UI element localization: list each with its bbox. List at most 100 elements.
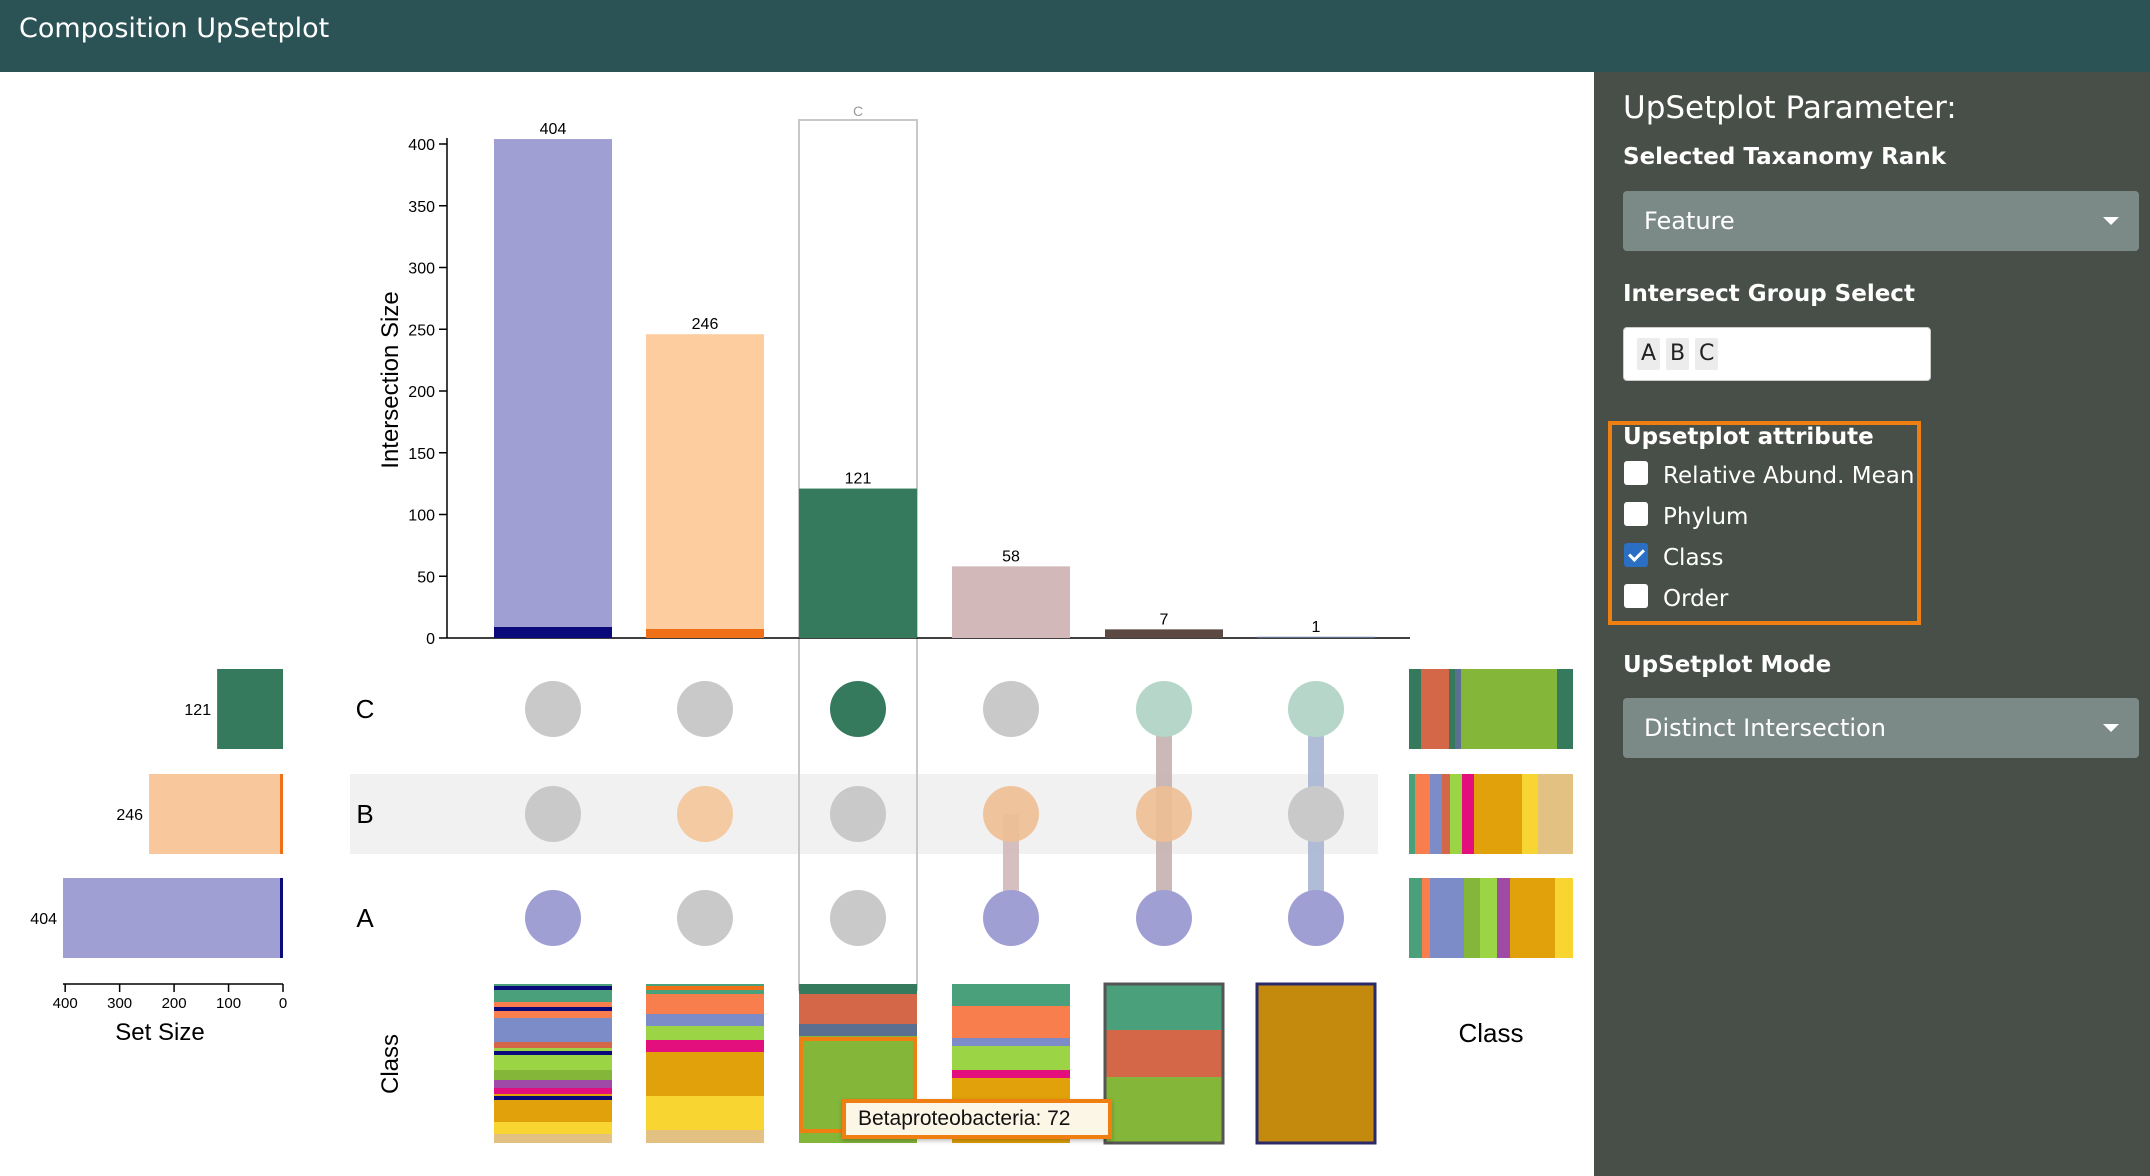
intersection-bar [952,566,1070,638]
group-tag-b[interactable]: B [1666,338,1690,370]
class-selection-line [494,1051,612,1055]
intersection-bar [799,488,917,638]
matrix-dot-a [525,890,581,946]
parameter-panel: UpSetplot Parameter: Selected Taxanomy R… [1594,72,2150,1176]
class-legend-segment [1555,878,1573,958]
option-class[interactable]: Class [1663,545,1724,571]
checkbox-class[interactable] [1624,543,1648,567]
checkbox-order[interactable] [1624,584,1648,608]
class-legend-segment [1464,878,1480,958]
class-legend-segment [1462,774,1474,854]
matrix-dot-a [1288,890,1344,946]
intersection-bar-label: 404 [540,121,567,138]
matrix-dot-c [830,681,886,737]
intersection-bar-label: 58 [1002,548,1020,565]
class-stack-segment [1105,1030,1223,1077]
class-tooltip: Betaproteobacteria: 72 [842,1099,1112,1139]
class-legend-segment [1422,878,1430,958]
class-stack-segment [494,1042,612,1048]
chevron-down-icon [2103,217,2119,225]
class-legend-segment [1522,774,1538,854]
matrix-dot-b [983,786,1039,842]
intersection-bar [1257,636,1375,638]
class-legend-segment [1409,878,1422,958]
set-size-bar [149,774,283,854]
class-legend-segment [1430,774,1442,854]
class-stack-segment [799,1024,917,1036]
group-select-input[interactable]: A B C [1623,327,1931,381]
intersection-bar-label: 246 [692,316,719,333]
class-stack-segment [494,1134,612,1143]
class-stack-segment [646,1040,764,1052]
class-selection-line [646,986,764,990]
set-size-title: Set Size [115,1019,204,1046]
class-legend-segment [1474,774,1522,854]
intersection-bar-label: 121 [845,471,872,488]
set-size-tick-label: 300 [107,995,132,1012]
rank-select-value: Feature [1644,207,1735,235]
mode-select-value: Distinct Intersection [1644,714,1886,742]
y-tick-label: 150 [408,446,435,463]
y-tick-label: 350 [408,199,435,216]
app-title: Composition UpSetplot [19,13,330,44]
matrix-dot-c [983,681,1039,737]
class-legend-segment [1455,669,1461,749]
upset-plot: C 0 50 100 150 200 250 300 350 400 Intersection Si… [30,103,1573,1145]
class-stack-segment [799,994,917,1024]
class-stack-segment [1257,984,1375,1143]
group-tag-a[interactable]: A [1637,338,1661,370]
class-stack-segment [646,994,764,1014]
class-stack-segment [646,1026,764,1040]
class-stack-segment [952,1070,1070,1078]
set-size-tick-label: 100 [216,995,241,1012]
y-tick-label: 200 [408,384,435,401]
matrix-dot-c [1136,681,1192,737]
option-relative-abund-mean[interactable]: Relative Abund. Mean [1663,463,1915,489]
y-tick-label: 250 [408,322,435,339]
checkbox-relative-abund-mean[interactable] [1624,461,1648,485]
mode-select[interactable]: Distinct Intersection [1623,698,2139,758]
intersection-bar [1105,629,1223,638]
class-legend-segment [1538,774,1573,854]
class-stack-segment [952,1038,1070,1046]
class-stack-segment [952,1046,1070,1070]
attribute-box [1608,421,1921,625]
matrix-dot-b [1288,786,1344,842]
set-size-label: 121 [184,702,211,719]
intersection-bar [646,334,764,638]
class-legend-segment [1442,774,1450,854]
mode-label: UpSetplot Mode [1623,652,1832,678]
matrix-dot-a [830,890,886,946]
class-legend-title: Class [1458,1018,1523,1048]
set-size-tick-label: 200 [162,995,187,1012]
checkbox-phylum[interactable] [1624,502,1648,526]
class-stack-segment [799,984,917,994]
set-row-label-a: A [356,903,374,933]
y-tick-label: 0 [426,631,435,648]
y-tick-label: 100 [408,508,435,525]
option-order[interactable]: Order [1663,586,1729,612]
panel-title: UpSetplot Parameter: [1623,90,1957,126]
class-selection-line [494,1096,612,1100]
class-stack-segment [1105,1077,1223,1143]
set-size-selection-strip [280,774,283,854]
class-legend-segment [1415,774,1430,854]
class-stack-segment [952,1006,1070,1038]
y-tick-label: 300 [408,261,435,278]
matrix-dot-b [1136,786,1192,842]
matrix-dot-b [525,786,581,842]
upset-plot-area: C 0 50 100 150 200 250 300 350 400 Intersection Si… [0,72,1594,1176]
option-phylum[interactable]: Phylum [1663,504,1749,530]
matrix-dot-c [677,681,733,737]
set-size-selection-strip [280,878,283,958]
set-size-tick-label: 0 [279,995,287,1012]
class-selection-line [494,986,612,990]
class-stack-segment [646,1096,764,1130]
set-row-label-b: B [356,799,373,829]
rank-select[interactable]: Feature [1623,191,2139,251]
group-tag-c[interactable]: C [1695,338,1719,370]
class-stack-segment [1105,984,1223,1030]
intersection-bar [494,139,612,638]
class-legend-segment [1449,669,1455,749]
class-stack-segment [646,1052,764,1096]
